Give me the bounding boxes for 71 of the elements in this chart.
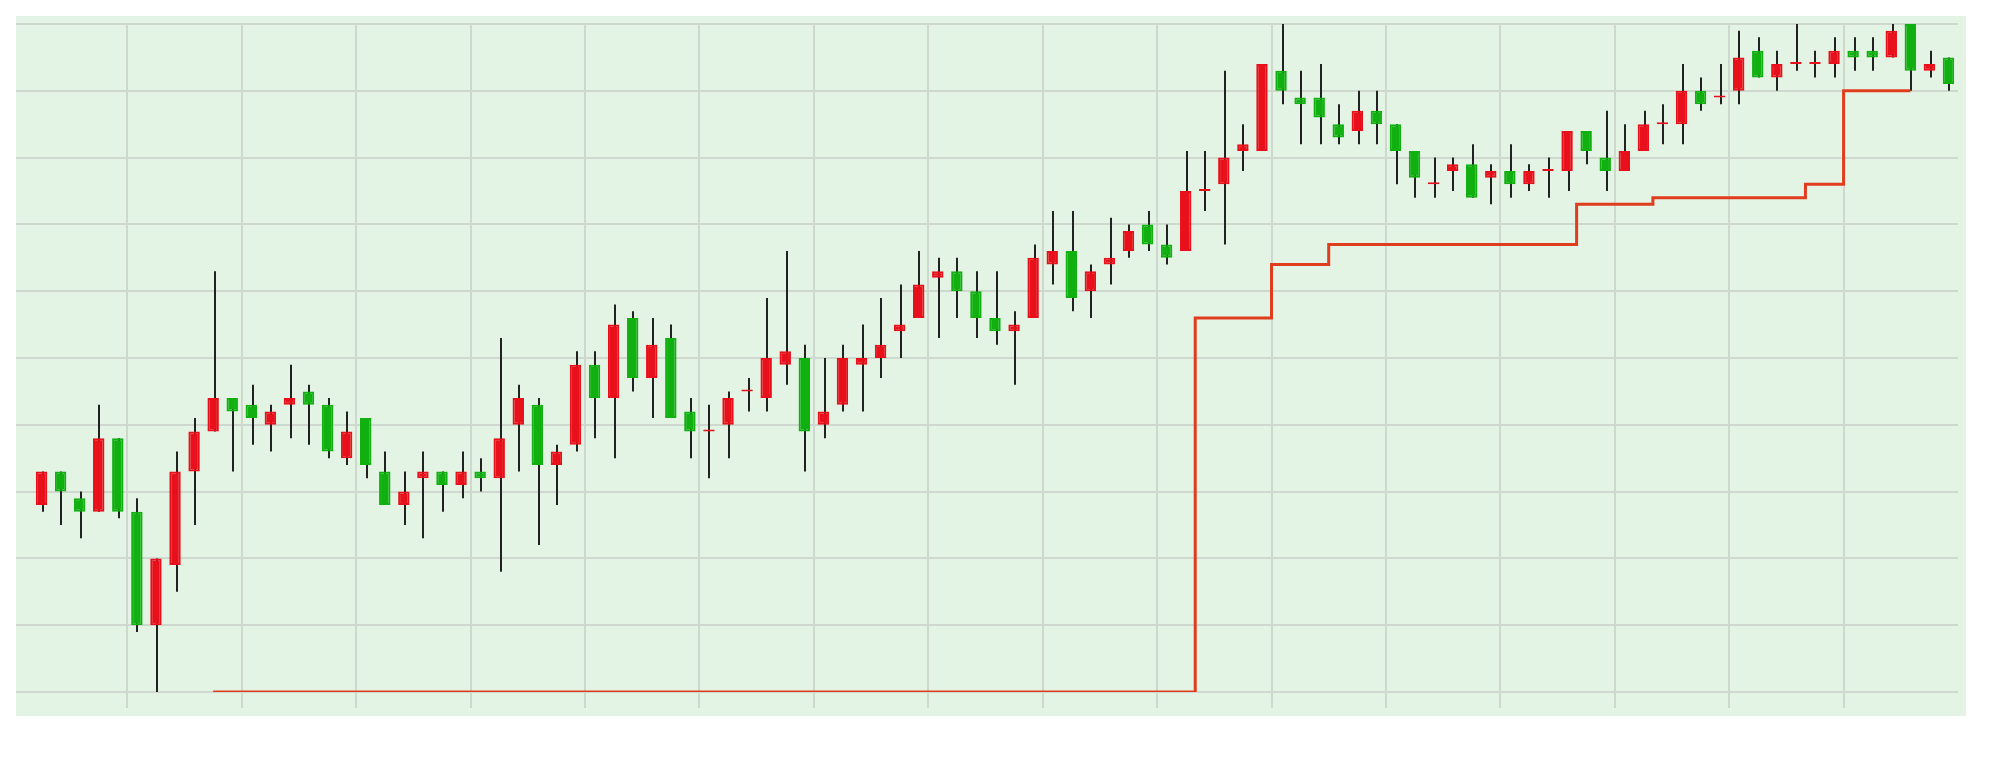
candlestick	[1637, 109, 1650, 152]
candlestick	[512, 383, 524, 473]
candlestick	[455, 450, 467, 500]
candlestick	[264, 403, 277, 453]
candlestick	[359, 417, 372, 480]
candlestick	[1675, 63, 1688, 146]
candlestick	[1313, 63, 1325, 146]
candlestick	[1294, 69, 1306, 146]
candlestick	[970, 270, 982, 339]
candlestick	[283, 363, 296, 440]
candlestick	[207, 270, 219, 433]
candlestick	[989, 270, 1001, 346]
candlestick	[1218, 69, 1230, 246]
candlestick	[1694, 76, 1707, 112]
candlestick	[321, 397, 334, 460]
candlestick	[550, 443, 563, 506]
candlestick	[436, 470, 448, 513]
candlestick	[1160, 223, 1173, 266]
candlestick	[226, 397, 238, 473]
candlestick	[1466, 143, 1478, 199]
candlestick	[1084, 263, 1097, 319]
candlestick	[1752, 36, 1764, 79]
candlestick	[54, 470, 67, 526]
candlestick	[1408, 149, 1421, 199]
candlestick	[1504, 143, 1516, 199]
candlestick	[1485, 163, 1497, 206]
candlestick	[1237, 123, 1249, 172]
candlestick	[1332, 103, 1344, 146]
candlestick	[646, 316, 658, 420]
candlestick	[951, 256, 963, 319]
candlestick	[35, 470, 48, 513]
candlestick	[932, 256, 944, 339]
candlestick	[1122, 223, 1135, 259]
candlestick	[779, 250, 791, 386]
candlestick	[874, 296, 887, 380]
candlestick	[493, 336, 505, 573]
candlestick	[817, 357, 830, 440]
candlestick	[588, 350, 601, 440]
candlestick	[913, 250, 925, 319]
candlestick	[398, 470, 410, 526]
candlestick	[1828, 36, 1840, 79]
candlestick	[1618, 123, 1631, 172]
candlestick	[1580, 129, 1592, 166]
candlestick	[73, 490, 86, 540]
candlestick	[1275, 23, 1287, 106]
candlestick	[1904, 23, 1917, 92]
candlestick	[836, 343, 849, 413]
candlestick	[1141, 210, 1154, 253]
candlestick	[1446, 156, 1459, 192]
candlestick	[1065, 210, 1077, 313]
candlestick	[855, 323, 868, 413]
candlestick	[1942, 56, 1955, 92]
candlestick	[1523, 163, 1535, 192]
candlestick	[1351, 89, 1364, 146]
candlestick	[1046, 210, 1058, 286]
candlestick	[302, 383, 315, 446]
candlestick	[1370, 89, 1383, 146]
candlestick	[245, 383, 258, 446]
candlestick	[722, 390, 734, 460]
candlestick	[1923, 49, 1936, 79]
candlestick	[1771, 49, 1783, 92]
candlestick	[1885, 23, 1897, 59]
candlestick	[684, 397, 696, 460]
candlestick	[188, 417, 200, 526]
candlestick	[340, 410, 353, 466]
candlestick	[760, 296, 772, 413]
candlestick	[1561, 129, 1573, 192]
candlestick	[1732, 29, 1745, 106]
candlestick	[379, 450, 391, 506]
candlestick	[1389, 123, 1402, 186]
candlestick	[1599, 109, 1611, 192]
